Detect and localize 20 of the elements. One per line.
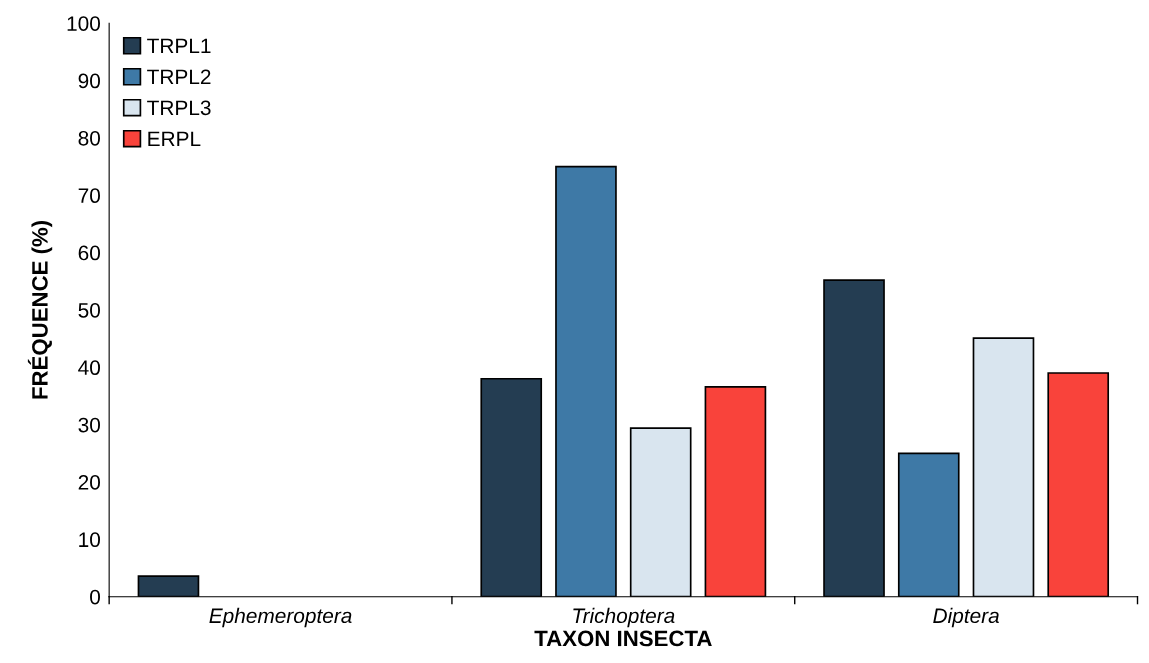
x-tick-label: Diptera: [933, 607, 999, 628]
y-tick-label: 40: [78, 360, 101, 376]
legend-label: TRPL1: [147, 38, 211, 53]
legend-label: ERPL: [148, 131, 201, 146]
y-axis-title: FRÉQUENCE (%): [27, 220, 53, 399]
x-tick-label: Trichoptera: [573, 607, 675, 628]
y-tick-label: 90: [78, 73, 101, 89]
y-tick-label: 10: [79, 532, 101, 548]
y-tick-label: 80: [78, 130, 101, 146]
x-axis-title: TAXON INSECTA: [534, 630, 712, 647]
y-tick-label: 100: [67, 16, 101, 31]
x-tick-label: Ephemeroptera: [209, 607, 352, 628]
y-tick-label: 30: [78, 417, 101, 433]
legend-label: TRPL3: [147, 100, 211, 116]
y-tick-label: 50: [78, 302, 101, 318]
y-tick-label: 0: [90, 589, 101, 605]
legend-label: TRPL2: [147, 69, 211, 84]
y-tick-label: 20: [78, 475, 101, 490]
y-tick-label: 70: [78, 188, 101, 204]
y-tick-label: 60: [78, 245, 101, 261]
